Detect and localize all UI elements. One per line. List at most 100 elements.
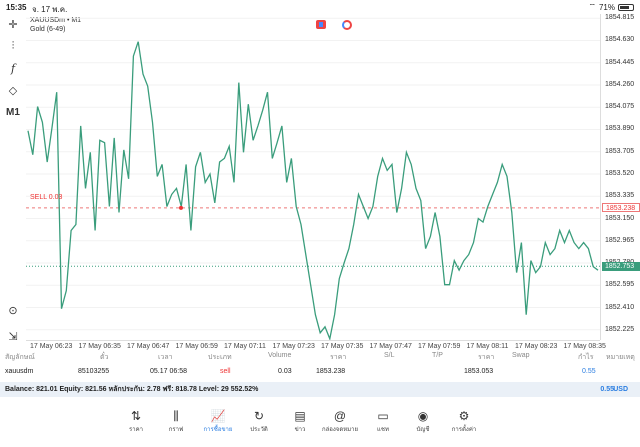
- time-tick: 17 May 07:11: [224, 343, 266, 350]
- balance-bar: Balance: 821.01 Equity: 821.56 หลักประกั…: [0, 382, 640, 397]
- price-line-series: [27, 41, 599, 342]
- total-profit: 0.55: [600, 386, 614, 393]
- nav-account[interactable]: ◉ บัญชี: [403, 408, 443, 434]
- time-tick: 17 May 06:23: [30, 343, 73, 350]
- nav-news[interactable]: ▤ ข่าว: [280, 408, 320, 434]
- objects-icon[interactable]: ◇: [8, 84, 18, 97]
- clock: 15:35: [6, 3, 27, 12]
- nav-quotes[interactable]: ⇅ ราคา: [116, 408, 156, 434]
- sell-line-label: SELL 0.03: [30, 194, 63, 201]
- row-current-price: 1853.053: [464, 368, 494, 375]
- account-icon: ◉: [417, 409, 429, 423]
- nav-label: แชท: [377, 427, 389, 433]
- row-volume: 0.03: [278, 368, 292, 375]
- chart-icon: ⫼: [173, 409, 179, 423]
- col-ticket: ตั๋ว: [100, 354, 109, 361]
- settings-icon: ⚙: [458, 409, 470, 423]
- nav-history[interactable]: ↻ ประวัติ: [239, 408, 279, 434]
- quotes-icon: ⇅: [130, 409, 142, 423]
- nav-label: บัญชี: [416, 427, 430, 433]
- price-tick: 1854.815: [605, 14, 635, 22]
- trade-icon: 📈: [210, 409, 226, 423]
- chart-canvas[interactable]: [26, 14, 600, 342]
- signal-icon[interactable]: [342, 20, 352, 30]
- time-tick: 17 May 06:59: [175, 343, 218, 350]
- row-time: 05.17 06:58: [150, 368, 187, 375]
- nav-label: ข่าว: [294, 427, 306, 433]
- price-chart[interactable]: [26, 14, 600, 342]
- position-row[interactable]: xauusdm 85103255 05.17 06:58 sell 0.03 1…: [0, 368, 640, 380]
- entry-marker: [179, 205, 183, 210]
- symbol-info: XAUUSDm • M1 Gold (6-49): [30, 16, 81, 34]
- date: จ. 17 พ.ค.: [32, 5, 68, 14]
- col-symbol: สัญลักษณ์: [5, 354, 35, 361]
- price-tick: 1852.965: [605, 236, 635, 244]
- function-icon[interactable]: f: [10, 61, 16, 75]
- time-tick: 17 May 08:35: [563, 343, 606, 350]
- crosshair-icon[interactable]: ✛: [8, 18, 18, 31]
- price-tick: 1854.260: [605, 80, 635, 88]
- symbol-subtitle: Gold (6-49): [30, 26, 66, 33]
- time-tick: 17 May 06:35: [78, 343, 121, 350]
- time-tick: 17 May 07:47: [369, 343, 412, 350]
- sell-price-tag: 1853.238: [602, 203, 640, 213]
- nav-mailbox[interactable]: @ กล่องจดหมาย: [320, 408, 360, 434]
- col-price: ราคา: [330, 354, 347, 361]
- wifi-icon: ⌔: [588, 2, 596, 11]
- price-tick: 1853.335: [605, 192, 635, 200]
- col-profit: กำไร: [578, 354, 594, 361]
- nav-chart[interactable]: ⫼ กราฟ: [156, 408, 196, 434]
- chart-badges: [316, 20, 352, 30]
- time-tick: 17 May 07:35: [321, 343, 364, 350]
- price-tick: 1852.595: [605, 281, 635, 289]
- news-icon: ▤: [294, 409, 306, 423]
- price-tick: 1853.890: [605, 125, 635, 133]
- symbol-title: XAUUSDm • M1: [30, 17, 82, 24]
- time-tick: 17 May 08:23: [515, 343, 558, 350]
- col-swap: Swap: [512, 352, 530, 359]
- price-tick: 1852.410: [605, 303, 635, 311]
- price-tick: 1852.225: [605, 325, 635, 333]
- col-comment: หมายเหตุ: [606, 354, 635, 361]
- battery-icon: [618, 3, 634, 11]
- nav-chat[interactable]: ▭ แชท: [363, 408, 403, 434]
- col-type: ประเภท: [208, 354, 232, 361]
- nav-label: ราคา: [129, 427, 143, 433]
- col-time: เวลา: [158, 354, 173, 361]
- nav-settings[interactable]: ⚙ การตั้งค่า: [444, 408, 484, 434]
- timeframe-button[interactable]: M1: [6, 106, 20, 118]
- price-tick: 1853.520: [605, 169, 635, 177]
- row-symbol: xauusdm: [5, 368, 34, 375]
- nav-label: การซื้อขาย: [203, 427, 233, 433]
- bottom-nav: ⇅ ราคา ⫼ กราฟ 📈 การซื้อขาย ↻ ประวัติ ▤ ข่าว @ กล่อง…: [0, 404, 640, 447]
- candles-icon[interactable]: ⫶: [11, 39, 15, 52]
- time-tick: 17 May 08:11: [466, 343, 509, 350]
- price-tick: 1854.075: [605, 103, 635, 111]
- time-tick: 17 May 06:47: [127, 343, 170, 350]
- chart-toolbar: ✛ ⫶ f ◇ M1 ⊙ ⇲: [0, 14, 26, 344]
- price-tick: 1854.445: [605, 58, 635, 66]
- history-icon: ↻: [253, 409, 265, 423]
- export-icon[interactable]: ⇲: [8, 330, 18, 343]
- row-profit: 0.55: [582, 368, 596, 375]
- zoom-icon[interactable]: ⊙: [8, 304, 18, 317]
- status-bar: 15:35 จ. 17 พ.ค. ⌔ 71%: [0, 0, 640, 14]
- time-tick: 17 May 07:59: [418, 343, 461, 350]
- battery-percent: 71%: [598, 2, 615, 12]
- row-price: 1853.238: [316, 368, 346, 375]
- nav-label: กราฟ: [168, 427, 184, 433]
- col-tp: T/P: [432, 352, 443, 359]
- status-right: ⌔ 71%: [588, 2, 634, 12]
- balance-summary: Balance: 821.01 Equity: 821.56 หลักประกั…: [5, 386, 259, 393]
- nav-trade[interactable]: 📈 การซื้อขาย: [198, 408, 238, 434]
- mailbox-icon: @: [333, 409, 347, 423]
- nav-label: การตั้งค่า: [451, 427, 477, 433]
- chat-icon: ▭: [377, 409, 389, 423]
- one-click-trading-icon[interactable]: [316, 20, 326, 29]
- row-type: sell: [220, 368, 231, 375]
- nav-label: กล่องจดหมาย: [321, 427, 359, 433]
- time-axis: 17 May 06:23 17 May 06:35 17 May 06:47 17 M…: [26, 340, 606, 351]
- price-axis: 1854.815 1854.630 1854.445 1854.260 1854.075…: [600, 14, 640, 340]
- nav-label: ประวัติ: [250, 427, 268, 433]
- bid-price-tag: 1852.753: [602, 261, 640, 271]
